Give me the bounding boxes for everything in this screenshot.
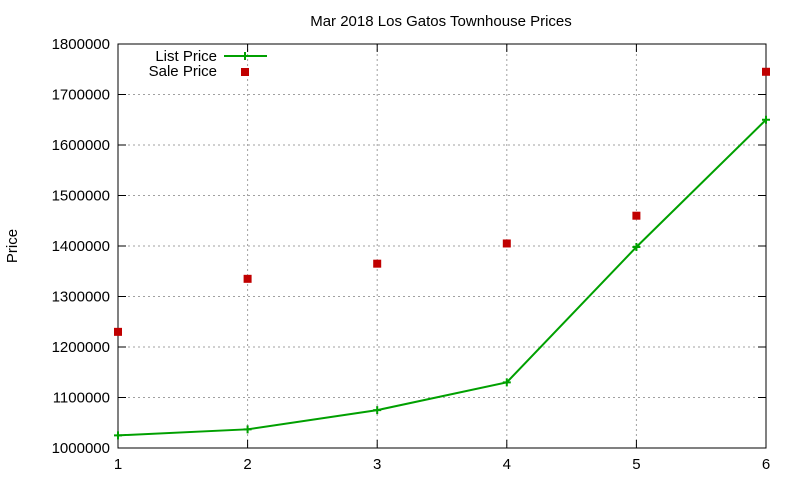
data-point-sale-price [762,67,770,76]
y-tick-label: 1000000 [52,440,110,457]
data-point-list-price [114,431,122,440]
axis-ticks: 1000000 1100000 1200000 1300000 1400000 15000… [52,36,771,473]
data-point-sale-price [373,259,382,268]
x-tick-label: 6 [762,456,770,473]
legend-marker-list-price [241,52,249,60]
data-point-sale-price [114,327,122,336]
y-tick-label: 1600000 [52,137,110,154]
legend: List Price Sale Price [149,48,267,80]
series [114,67,770,440]
y-tick-label: 1700000 [52,87,110,104]
data-point-sale-price [502,239,511,248]
data-point-list-price [373,406,382,415]
x-tick-label: 4 [503,456,511,473]
chart-title: Mar 2018 Los Gatos Townhouse Prices [310,13,572,30]
data-point-list-price [502,378,511,387]
data-point-list-price [243,425,252,434]
data-point-sale-price [632,211,641,220]
legend-marker-sale-price [241,68,249,76]
y-tick-label: 1400000 [52,238,110,255]
x-tick-label: 5 [632,456,640,473]
y-tick-label: 1200000 [52,339,110,356]
x-tick-label: 2 [243,456,251,473]
data-point-list-price [762,115,770,124]
y-axis-label: Price [4,229,21,263]
legend-entry-list-price: List Price [155,48,217,65]
y-tick-label: 1500000 [52,188,110,205]
data-point-sale-price [243,274,252,283]
grid [118,44,766,448]
legend-entry-sale-price: Sale Price [149,63,217,80]
x-tick-label: 1 [114,456,122,473]
data-point-list-price [632,243,641,252]
y-tick-label: 1300000 [52,289,110,306]
y-tick-label: 1800000 [52,36,110,53]
x-tick-label: 3 [373,456,381,473]
series-line-list-price [117,119,767,437]
y-tick-label: 1100000 [53,390,110,407]
